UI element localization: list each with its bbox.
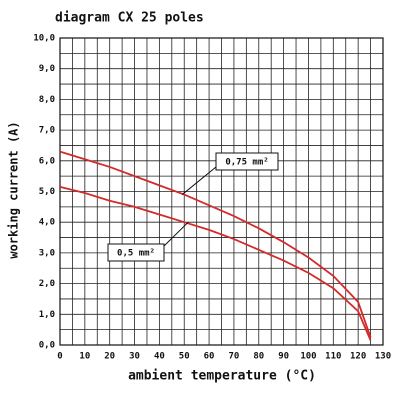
y-tick-label: 10,0 [33,34,55,44]
y-tick-label: 3,0 [39,248,55,258]
x-tick-label: 10 [79,352,90,362]
x-tick-label: 30 [129,352,140,362]
chart-title: diagram CX 25 poles [55,11,204,26]
y-axis-label: working current (A) [7,121,21,258]
plot-frame [59,37,384,346]
legend-label: 0,5 mm² [117,249,155,259]
x-tick-label: 110 [325,352,341,362]
x-tick-label: 50 [179,352,190,362]
series-line [59,150,372,338]
series-line [59,186,372,341]
legend-label: 0,75 mm² [225,158,268,168]
y-tick-label: 5,0 [39,187,55,197]
x-tick-label: 80 [253,352,264,362]
x-tick-label: 130 [375,352,391,362]
y-tick-label: 2,0 [39,279,55,289]
y-tick-label: 4,0 [39,218,55,228]
y-tick-label: 6,0 [39,156,55,166]
x-tick-label: 40 [154,352,165,362]
x-tick-label: 70 [229,352,240,362]
x-tick-label: 120 [350,352,366,362]
y-tick-label: 8,0 [39,95,55,105]
y-tick-label: 0,0 [39,341,55,351]
callout-box [107,243,165,262]
callout-leader [163,221,189,247]
x-tick-label: 100 [300,352,316,362]
x-axis-label: ambient temperature (°C) [128,369,316,384]
x-tick-label: 60 [204,352,215,362]
callout-leader [181,166,217,195]
x-tick-label: 90 [278,352,289,362]
y-tick-label: 1,0 [39,310,55,320]
y-tick-label: 9,0 [39,64,55,74]
x-tick-label: 0 [57,352,62,362]
x-tick-label: 20 [104,352,115,362]
y-tick-label: 7,0 [39,126,55,136]
callout-box [215,152,279,171]
